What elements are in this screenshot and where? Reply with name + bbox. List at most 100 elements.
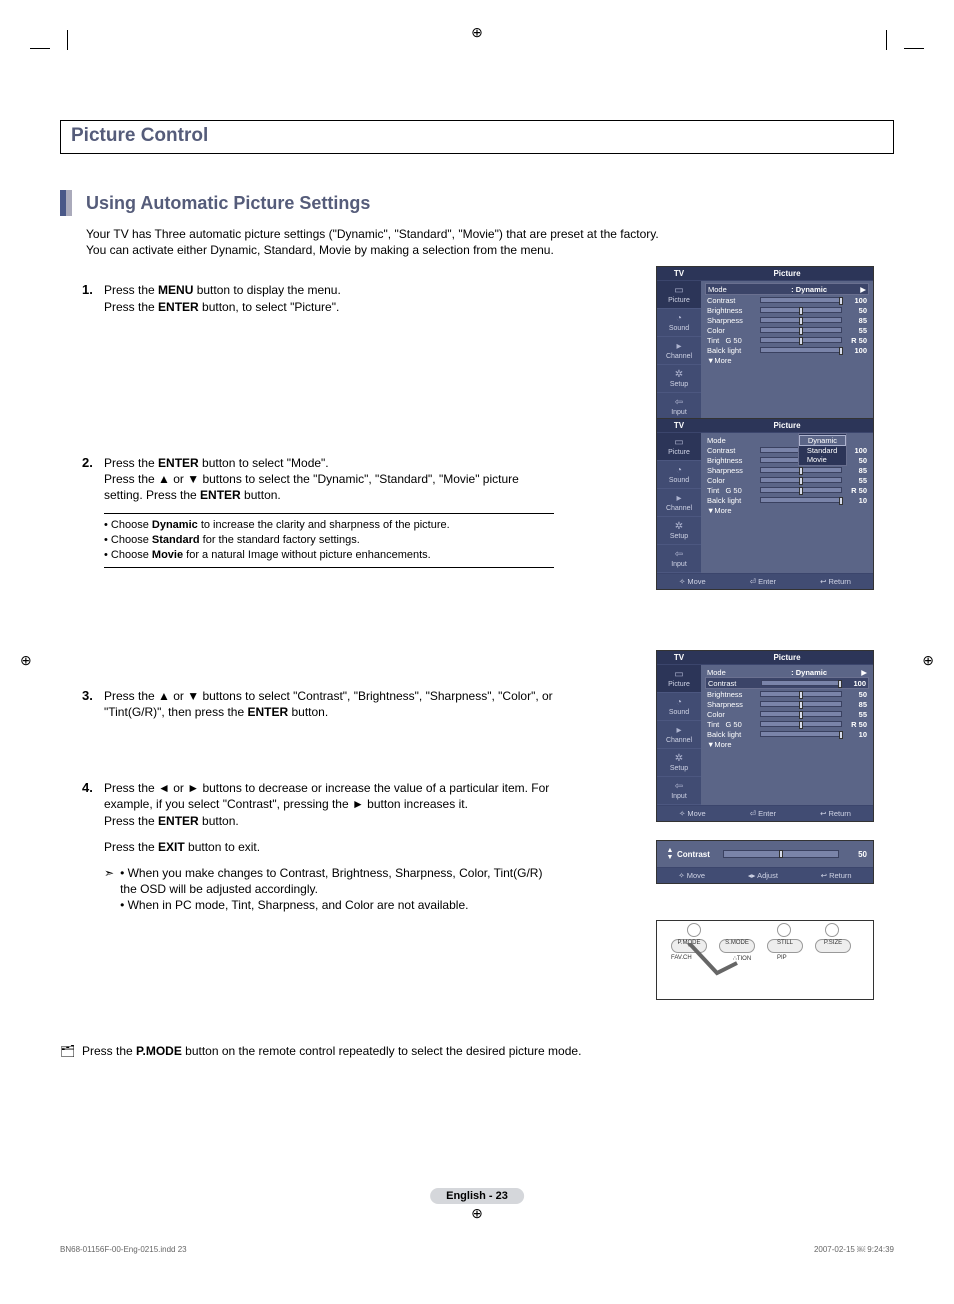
- osd-row-label: Contrast: [707, 296, 757, 305]
- osd-sidebar-item: ✲Setup: [657, 749, 701, 777]
- osd-slider: [760, 701, 842, 707]
- osd-sidebar-item: ✲Setup: [657, 517, 701, 545]
- osd-row-label: Balck light: [707, 496, 757, 505]
- osd-slider: [760, 297, 842, 303]
- footer-move: ✧ Move: [679, 809, 706, 818]
- osd-row: Sharpness 85: [705, 699, 869, 709]
- osd-row-label: Contrast: [708, 679, 758, 688]
- osd-row-label: Contrast: [707, 446, 757, 455]
- osd-slider: [760, 721, 842, 727]
- osd-slider: [760, 487, 842, 493]
- osd-sidebar-item: ◔Sound: [657, 461, 701, 489]
- osd-slider: [760, 477, 842, 483]
- step-body: Press the ▲ or ▼ buttons to select "Cont…: [104, 688, 554, 720]
- osd-row-value: 10: [845, 496, 867, 505]
- contrast-value: 50: [845, 850, 867, 859]
- osd-mode-dropdown: DynamicStandardMovie: [798, 433, 847, 466]
- section-title: Picture Control: [71, 125, 883, 147]
- osd-row-label: Sharpness: [707, 316, 757, 325]
- osd-row-value: 85: [845, 700, 867, 709]
- osd-row-label: Balck light: [707, 346, 757, 355]
- chevron-right-icon: ▶: [861, 668, 867, 677]
- osd-row-value: 100: [845, 296, 867, 305]
- osd-row-label: Color: [707, 476, 757, 485]
- osd-row-value: 50: [845, 456, 867, 465]
- osd-dropdown-option: Standard: [799, 446, 846, 455]
- osd-row-label: Sharpness: [707, 466, 757, 475]
- footer-return: ↩ Return: [820, 809, 851, 818]
- intro-line: You can activate either Dynamic, Standar…: [86, 242, 894, 258]
- osd-row-label: Tint G 50: [707, 486, 757, 495]
- osd-row-value: : Dynamic: [757, 668, 861, 677]
- chevron-right-icon: ▶: [860, 285, 866, 294]
- section-title-box: Picture Control: [60, 120, 894, 154]
- footer-move: ✧ Move: [678, 871, 705, 880]
- footer-move: ✧ Move: [679, 577, 706, 586]
- osd-screenshot-3: TVPicture▭Picture◔Sound▸Channel✲Setup⇦In…: [656, 650, 874, 822]
- osd-row: Color55: [705, 709, 869, 719]
- osd-row: Contrast 100: [705, 295, 869, 305]
- osd-row-value: 100: [844, 679, 866, 688]
- osd-row: Balck light 10: [705, 495, 869, 505]
- osd-row-value: R 50: [845, 486, 867, 495]
- osd-tv-label: TV: [657, 651, 701, 664]
- step-body: Press the ◄ or ► buttons to decrease or …: [104, 780, 554, 913]
- osd-row: Tint G 50 R 50: [705, 485, 869, 495]
- osd-dropdown-option: Dynamic: [799, 435, 846, 446]
- osd-row-label: Color: [707, 326, 757, 335]
- print-file-name: BN68-01156F-00-Eng-0215.indd 23: [60, 1245, 187, 1254]
- osd-row-value: R 50: [845, 336, 867, 345]
- osd-row-label: Brightness: [707, 456, 757, 465]
- osd-sidebar-item: ✲Setup: [657, 365, 701, 393]
- osd-row-label: Balck light: [707, 730, 757, 739]
- osd-tv-label: TV: [657, 267, 701, 280]
- page-number-badge: English - 23: [430, 1188, 524, 1204]
- osd-row-label: Sharpness: [707, 700, 757, 709]
- osd-row: Tint G 50 R 50: [705, 719, 869, 729]
- step-body: Press the ENTER button to select "Mode".…: [104, 455, 554, 568]
- step-number: 2.: [82, 455, 104, 568]
- osd-row: Sharpness 85: [705, 465, 869, 475]
- intro-line: Your TV has Three automatic picture sett…: [86, 226, 894, 242]
- osd-row-value: : Dynamic: [758, 285, 860, 294]
- osd-slider: [760, 317, 842, 323]
- contrast-slider: [723, 850, 839, 858]
- osd-row: Balck light10: [705, 729, 869, 739]
- contrast-adjust-popup: ▲▼ Contrast 50 ✧ Move ◂▸ Adjust ↩ Return: [656, 840, 874, 884]
- osd-slider: [761, 680, 841, 686]
- osd-sidebar-item: ▭Picture: [657, 433, 701, 461]
- osd-sidebar-item: ⇦Input: [657, 545, 701, 573]
- osd-screenshot-2: TVPicture▭Picture◔Sound▸Channel✲Setup⇦In…: [656, 418, 874, 590]
- osd-slider: [760, 497, 842, 503]
- remote-lbl-pip: PIP: [777, 955, 787, 961]
- osd-row-label: Mode: [708, 285, 758, 294]
- osd-row-value: 100: [845, 346, 867, 355]
- osd-slider: [760, 731, 842, 737]
- osd-row-value: 50: [845, 690, 867, 699]
- osd-row-label: Mode: [707, 668, 757, 677]
- osd-sidebar-item: ⇦Input: [657, 777, 701, 805]
- osd-sidebar-item: ▭Picture: [657, 281, 701, 309]
- osd-sidebar-item: ⇦Input: [657, 393, 701, 421]
- step-number: 1.: [82, 282, 104, 314]
- osd-row: Color55: [705, 325, 869, 335]
- osd-row-value: 50: [845, 306, 867, 315]
- registration-mark-bottom: ⊕: [471, 1205, 483, 1222]
- osd-sidebar-item: ▸Channel: [657, 337, 701, 365]
- footer-adjust: ◂▸ Adjust: [748, 871, 778, 880]
- osd-row: Color55: [705, 475, 869, 485]
- remote-btn-psize: P.SIZE: [815, 939, 851, 953]
- note-box: Choose Dynamic to increase the clarity a…: [104, 513, 554, 568]
- footer-enter: ⏎ Enter: [750, 577, 776, 586]
- remote-hint-icon: 🗂: [60, 1044, 76, 1058]
- arrow-note: ➣• When you make changes to Contrast, Br…: [104, 865, 554, 914]
- footer-return: ↩ Return: [820, 577, 851, 586]
- osd-row-label: Tint G 50: [707, 720, 757, 729]
- osd-sidebar-item: ▭Picture: [657, 665, 701, 693]
- osd-row: Contrast 100: [705, 677, 869, 689]
- osd-slider: [760, 691, 842, 697]
- osd-row-value: 85: [845, 466, 867, 475]
- osd-row-value: 85: [845, 316, 867, 325]
- osd-row-value: R 50: [845, 720, 867, 729]
- osd-row-label: Tint G 50: [707, 336, 757, 345]
